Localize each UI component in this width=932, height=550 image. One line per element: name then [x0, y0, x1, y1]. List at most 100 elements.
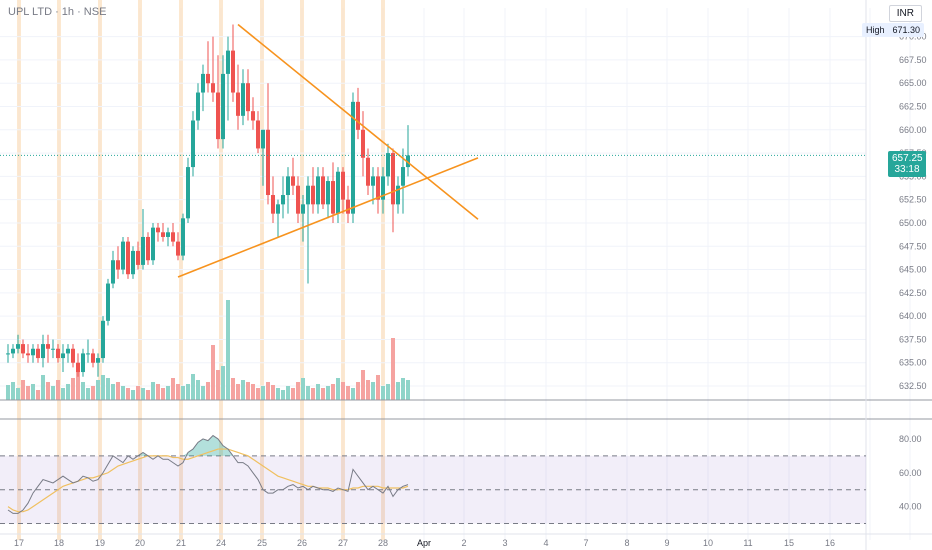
currency-button[interactable]: INR: [888, 5, 922, 22]
volume-bar: [331, 384, 335, 400]
time-tick-label: 27: [338, 538, 348, 548]
candle-body: [231, 50, 235, 93]
volume-bar: [191, 374, 195, 400]
candle-body: [306, 185, 310, 205]
candle: [261, 129, 265, 186]
volume-bar: [391, 338, 395, 400]
volume-bar: [146, 390, 150, 400]
candle-body: [141, 236, 145, 265]
last-price-value: 657.25: [892, 153, 923, 164]
volume-bar: [61, 388, 65, 400]
volume-bar: [216, 370, 220, 400]
volume-bar: [261, 386, 265, 400]
volume-bar: [46, 382, 50, 400]
volume-bar: [11, 382, 15, 400]
candle: [326, 176, 330, 219]
candle: [381, 167, 385, 214]
time-tick-label: 7: [583, 538, 588, 548]
volume-bar: [381, 386, 385, 400]
volume-bar: [136, 386, 140, 400]
candle: [296, 176, 300, 223]
volume-bar: [296, 382, 300, 400]
candle-body: [51, 348, 55, 350]
volume-bar: [221, 366, 225, 400]
time-tick-label: 18: [54, 538, 64, 548]
candle: [241, 69, 245, 126]
candle: [31, 344, 35, 363]
volume-bar: [361, 370, 365, 400]
volume-bar: [26, 386, 30, 400]
price-tick-label: 665.00: [899, 78, 927, 88]
volume-bar: [121, 386, 125, 400]
volume-bar: [356, 382, 360, 400]
candle: [291, 157, 295, 196]
rsi-overbought-fill: [8, 435, 408, 456]
volume-bar: [236, 384, 240, 400]
candle: [156, 222, 160, 242]
candle-body: [286, 176, 290, 196]
volume-bar: [246, 382, 250, 400]
candle: [221, 55, 225, 149]
volume-bar: [171, 378, 175, 400]
candle: [201, 64, 205, 112]
volume-bar: [66, 384, 70, 400]
candle: [191, 111, 195, 177]
candle-body: [376, 176, 380, 200]
volume-bar: [101, 375, 105, 400]
volume-bar: [196, 380, 200, 400]
time-tick-label: 19: [95, 538, 105, 548]
volume-bar: [176, 384, 180, 400]
volume-bar: [51, 386, 55, 400]
candle-body: [216, 92, 220, 140]
candle-body: [291, 176, 295, 186]
volume-bar: [156, 384, 160, 400]
volume-bar: [241, 380, 245, 400]
volume-bar: [186, 384, 190, 400]
volume-bar: [81, 382, 85, 400]
volume-bar: [31, 384, 35, 400]
candle: [91, 348, 95, 368]
candle: [26, 344, 30, 363]
price-tick-label: 647.50: [899, 241, 927, 251]
time-tick-label: 3: [502, 538, 507, 548]
price-tick-label: 632.50: [899, 381, 927, 391]
candle: [161, 222, 165, 242]
candle-body: [171, 232, 175, 242]
candle: [106, 278, 110, 326]
candle-body: [401, 167, 405, 186]
time-tick-label: 11: [743, 538, 752, 548]
volume-bar: [41, 375, 45, 400]
candle: [276, 199, 280, 237]
time-tick-label: 24: [216, 538, 226, 548]
candle: [71, 344, 75, 368]
candle: [356, 87, 360, 140]
candle: [6, 344, 10, 363]
candle-body: [176, 241, 180, 256]
volume-bar: [346, 386, 350, 400]
candle: [361, 111, 365, 177]
volume-bar: [341, 382, 345, 400]
time-tick-label: 28: [378, 538, 388, 548]
candle: [306, 176, 310, 284]
volume-bar: [271, 385, 275, 400]
candle-body: [211, 83, 215, 93]
volume-bar: [276, 388, 280, 400]
candle-body: [201, 73, 205, 93]
candle: [111, 250, 115, 289]
candle: [171, 222, 175, 247]
time-tick-label: Apr: [417, 538, 431, 548]
rsi-line: [7, 434, 409, 514]
candle-body: [71, 348, 75, 363]
candle: [211, 36, 215, 102]
price-tick-label: 660.00: [899, 125, 927, 135]
volume-bar: [321, 388, 325, 400]
volume-bar: [401, 378, 405, 400]
candle: [391, 148, 395, 233]
high-label: High: [865, 25, 885, 35]
candle-body: [36, 348, 40, 359]
candle: [21, 339, 25, 359]
candle: [86, 339, 90, 363]
candle: [16, 334, 20, 354]
volume-bar: [141, 388, 145, 400]
